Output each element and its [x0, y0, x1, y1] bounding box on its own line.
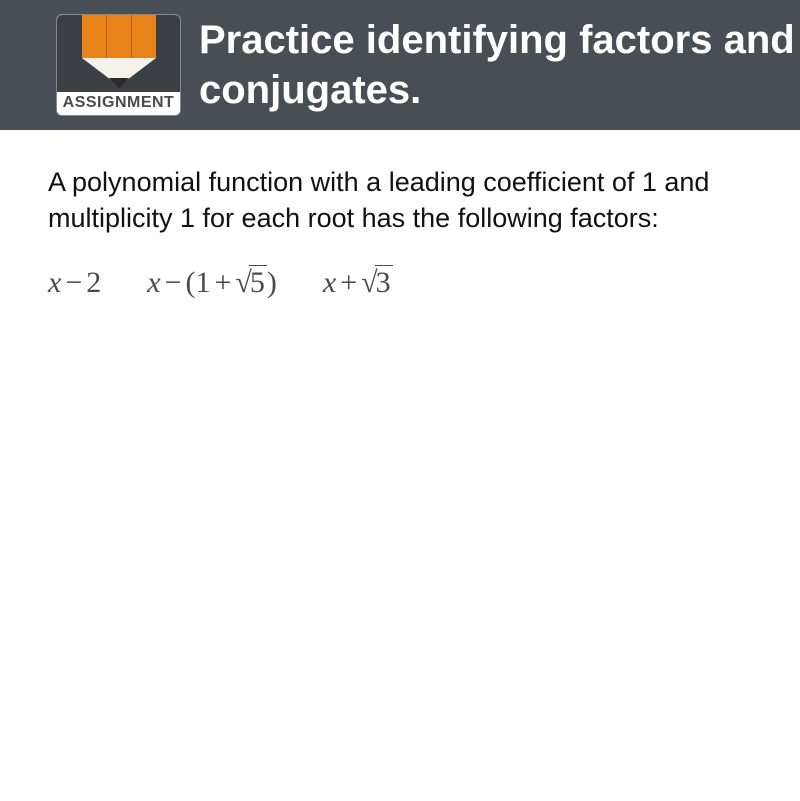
assignment-badge-label: ASSIGNMENT	[57, 92, 180, 115]
factor-2: x−(1+√5)	[147, 265, 277, 300]
assignment-header: ASSIGNMENT Practice identifying factors …	[0, 0, 800, 130]
page-title-line2: conjugates.	[199, 65, 795, 115]
problem-prompt: A polynomial function with a leading coe…	[48, 164, 728, 237]
content-area: A polynomial function with a leading coe…	[0, 130, 800, 334]
sqrt-icon: √5	[235, 265, 266, 300]
pencil-icon	[57, 14, 180, 92]
page-title-line1: Practice identifying factors and	[199, 15, 795, 65]
factor-3: x+√3	[323, 265, 393, 300]
factor-1: x−2	[48, 266, 101, 300]
factors-row: x−2 x−(1+√5) x+√3	[48, 265, 752, 300]
page-title: Practice identifying factors and conjuga…	[199, 15, 795, 115]
assignment-badge: ASSIGNMENT	[56, 14, 181, 116]
sqrt-icon: √3	[361, 265, 392, 300]
